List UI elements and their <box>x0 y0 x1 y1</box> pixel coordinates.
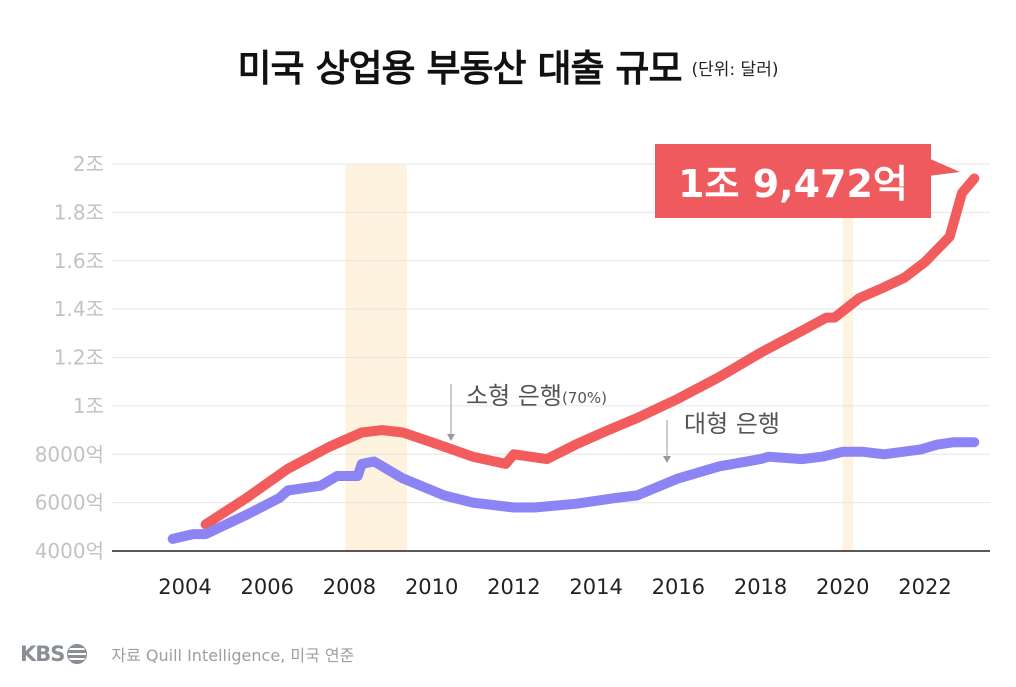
y-tick-label: 1.2조 <box>54 346 104 370</box>
y-tick-label: 1조 <box>73 394 104 418</box>
large-banks-label: 대형 은행 <box>684 410 780 438</box>
x-tick-label: 2008 <box>323 575 376 599</box>
kbs-logo-icon <box>67 644 88 664</box>
x-tick-label: 2006 <box>240 575 293 599</box>
x-tick-label: 2014 <box>569 575 622 599</box>
small-banks-share: (70%) <box>562 389 607 407</box>
y-tick-label: 2조 <box>73 152 104 176</box>
footer: KBS 자료 Quill Intelligence, 미국 연준 <box>20 641 354 667</box>
x-tick-label: 2004 <box>158 575 211 599</box>
x-axis-ticks: 2004 2006 2008 2010 2012 2014 2016 2018 2020 2022 <box>158 575 951 599</box>
x-tick-label: 2022 <box>898 575 951 599</box>
source-note: 자료 Quill Intelligence, 미국 연준 <box>111 646 355 665</box>
x-tick-label: 2016 <box>652 575 705 599</box>
small-banks-name: 소형 은행 <box>466 382 562 410</box>
x-tick-label: 2020 <box>816 575 869 599</box>
x-tick-label: 2018 <box>734 575 787 599</box>
chart-title: 미국 상업용 부동산 대출 규모 <box>237 47 683 90</box>
kbs-logo-text: KBS <box>20 642 65 666</box>
y-tick-label: 1.6조 <box>54 249 104 273</box>
series-labels: 소형 은행(70%) 대형 은행 <box>447 382 780 463</box>
series-line-small-banks <box>200 173 980 530</box>
unit-label: (단위: 달러) <box>691 60 779 80</box>
callout-pointer <box>928 158 960 176</box>
large-banks-arrow-icon <box>663 456 671 463</box>
callout-text: 1조 9,472억 <box>678 162 908 206</box>
y-tick-label: 1.8조 <box>54 200 104 224</box>
callout-box <box>655 144 931 218</box>
small-banks-arrow-icon <box>447 434 455 441</box>
value-callout: 1조 9,472억 <box>655 144 960 218</box>
title-row: 미국 상업용 부동산 대출 규모 (단위: 달러) <box>0 38 1016 92</box>
series-line-large-banks <box>167 437 980 544</box>
series-lines <box>167 173 980 544</box>
y-tick-label: 8000억 <box>35 442 104 466</box>
y-tick-label: 6000억 <box>35 491 104 515</box>
y-tick-label: 1.4조 <box>54 297 104 321</box>
small-banks-label: 소형 은행(70%) <box>466 382 607 410</box>
y-tick-label: 4000억 <box>35 539 104 563</box>
x-tick-label: 2012 <box>487 575 540 599</box>
x-tick-label: 2010 <box>405 575 458 599</box>
kbs-logo: KBS <box>20 642 88 666</box>
y-axis-ticks: 4000억 6000억 8000억 1조 1.2조 1.4조 1.6조 1.8조 2조 <box>35 152 104 563</box>
